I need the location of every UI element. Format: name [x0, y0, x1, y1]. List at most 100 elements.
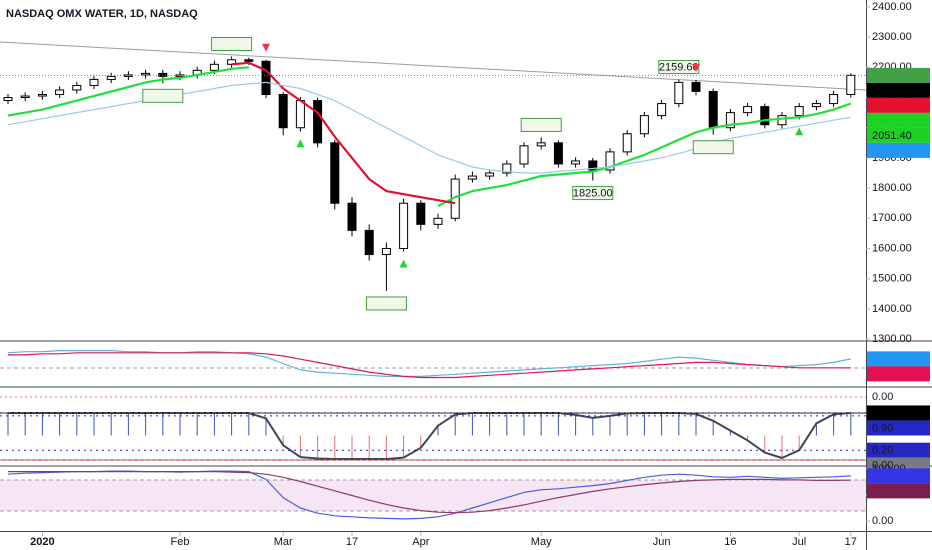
series-line: [7, 66, 852, 208]
candle-body: [227, 59, 237, 65]
candle-body: [55, 89, 65, 96]
candle-body: [639, 115, 649, 135]
y-tick-label: 1500.00: [872, 273, 912, 285]
candle-body: [106, 75, 116, 80]
price-label: 0.90: [872, 422, 893, 434]
y-tick-label: 2300.00: [872, 31, 912, 43]
y-tick-label: 1800.00: [872, 182, 912, 194]
price-label-box: [867, 127, 930, 143]
candle-body: [278, 94, 288, 129]
candle-body: [657, 103, 667, 117]
candle-body: [536, 142, 546, 147]
candle-body: [209, 63, 219, 71]
rsi-band: [0, 480, 866, 511]
y-tick-label: 1300.00: [872, 333, 912, 345]
candle-body: [708, 90, 718, 129]
annotation-box: [365, 296, 407, 311]
series-line: [7, 350, 851, 377]
price-label-box: [867, 97, 930, 113]
candle-body: [261, 60, 271, 96]
x-tick-label: May: [531, 536, 552, 548]
candle-body: [502, 163, 512, 174]
price-label-box: [867, 420, 930, 436]
sell-signal: [262, 43, 270, 52]
x-tick-label: Apr: [412, 536, 429, 548]
buy-signal: [296, 139, 305, 148]
x-tick-label: 2020: [30, 536, 54, 548]
series-line: [7, 81, 851, 174]
price-label-box: [867, 82, 930, 98]
annotation-box: [572, 186, 614, 201]
candle-body: [467, 175, 477, 180]
annotation-box: [692, 140, 734, 155]
price-label-box: [867, 67, 930, 83]
annotation-box: [658, 60, 700, 75]
candle-body: [381, 248, 391, 256]
candle-body: [347, 202, 357, 231]
series-line: [8, 471, 851, 514]
x-tick-label: Jun: [653, 536, 671, 548]
candle-body: [330, 142, 340, 204]
candle-body: [777, 115, 787, 126]
candle-body: [123, 74, 133, 77]
candle-body: [691, 81, 701, 92]
candle-body: [519, 145, 529, 165]
price-label-box: [867, 483, 930, 499]
x-tick-label: Feb: [171, 536, 190, 548]
buy-signal: [399, 259, 408, 268]
sell-signal: [692, 64, 700, 73]
annotation-box: [520, 117, 562, 132]
candle-body: [794, 106, 804, 117]
candle-body: [364, 229, 374, 256]
annotation-label: 2159.60: [659, 61, 699, 73]
candle-body: [37, 94, 47, 97]
x-tick-label: Jul: [792, 536, 806, 548]
y-tick-label: 0.00: [872, 515, 893, 527]
annotation-box: [211, 37, 253, 52]
price-label-box: [867, 351, 930, 367]
candle-body: [743, 106, 753, 114]
buy-signal: [795, 127, 804, 136]
candle-body: [20, 95, 30, 99]
y-tick-label: 1400.00: [872, 303, 912, 315]
candle-body: [416, 202, 426, 225]
candle-body: [829, 94, 839, 105]
candle-body: [846, 74, 856, 96]
pane-label: 0.00: [872, 391, 893, 403]
chart-title: NASDAQ OMX WATER, 1D, NASDAQ: [6, 8, 198, 20]
candle-body: [244, 59, 254, 62]
candle-body: [433, 217, 443, 225]
annotation-box: [142, 88, 184, 103]
price-label-box: [867, 112, 930, 128]
annotation-label: 1825.00: [573, 187, 613, 199]
candle-body: [811, 103, 821, 108]
candle-body: [571, 160, 581, 165]
x-tick-label: Mar: [274, 536, 293, 548]
trend-line: [0, 41, 867, 91]
y-tick-label: 1600.00: [872, 242, 912, 254]
x-tick-label: 17: [346, 536, 358, 548]
y-tick-label: 1700.00: [872, 212, 912, 224]
candle-body: [674, 81, 684, 105]
candle-body: [141, 72, 151, 76]
x-tick-label: 16: [724, 536, 736, 548]
price-label-box: [867, 142, 930, 158]
candle-body: [588, 160, 598, 171]
candle-body: [313, 100, 323, 144]
candle-body: [553, 142, 563, 165]
price-label-box: [867, 366, 930, 382]
price-label-box: [867, 468, 930, 484]
candle-body: [399, 202, 409, 250]
x-tick-label: 17: [845, 536, 857, 548]
series-line: [231, 61, 456, 205]
candle-body: [760, 106, 770, 126]
candle-body: [89, 78, 99, 86]
price-label: 0.20: [872, 445, 893, 457]
series-line: [8, 352, 851, 379]
candle-body: [605, 151, 615, 171]
candle-body: [72, 84, 82, 91]
price-label: 2051.40: [872, 130, 912, 142]
candle-body: [485, 172, 495, 177]
